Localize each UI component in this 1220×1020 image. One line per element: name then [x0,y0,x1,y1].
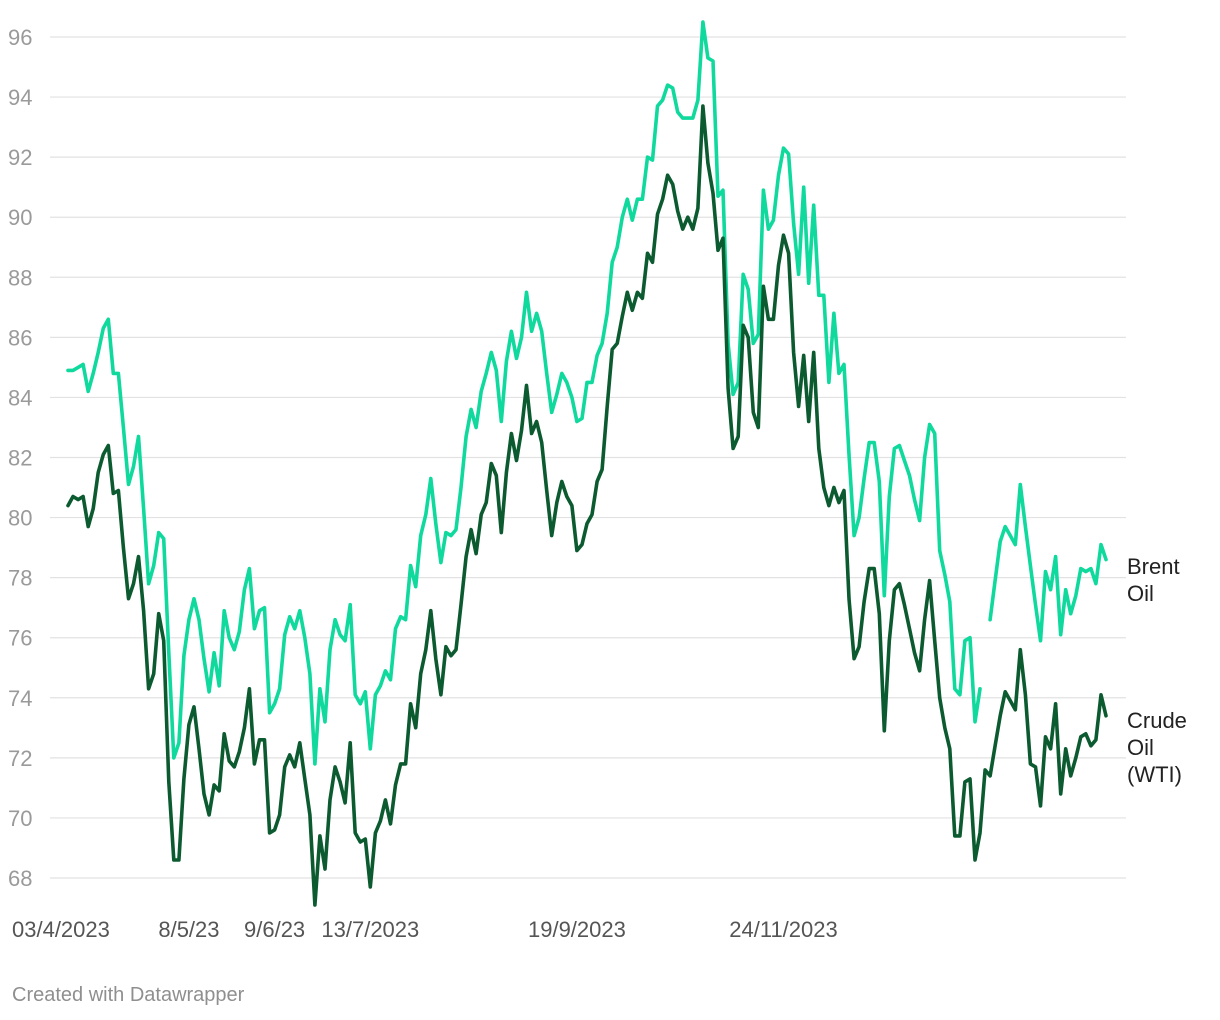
x-tick-3: 13/7/2023 [321,917,419,942]
y-tick-90: 90 [8,205,32,230]
y-tick-72: 72 [8,746,32,771]
series-label-brent-line2: Oil [1127,581,1154,606]
series-line-wti [66,104,1108,907]
series-line-brent [66,20,1108,766]
y-tick-92: 92 [8,145,32,170]
series-label-wti-line3: (WTI) [1127,762,1182,787]
y-tick-94: 94 [8,85,32,110]
chart: 68 70 72 74 76 78 80 82 84 86 88 90 92 94 96 03/4/2023… [8,20,1187,942]
y-tick-70: 70 [8,806,32,831]
y-tick-82: 82 [8,446,32,471]
footer-credit: Created with Datawrapper [12,984,245,1006]
x-tick-1: 8/5/23 [158,917,219,942]
y-tick-80: 80 [8,506,32,531]
x-tick-labels: 03/4/2023 8/5/23 9/6/23 13/7/2023 19/9/2023 2… [12,917,838,942]
y-gridlines [50,36,1126,879]
y-tick-74: 74 [8,686,32,711]
y-tick-78: 78 [8,566,32,591]
y-tick-76: 76 [8,626,32,651]
y-tick-88: 88 [8,265,32,290]
series-label-wti: Crude Oil (WTI) [1127,708,1187,787]
y-tick-96: 96 [8,25,32,50]
y-tick-84: 84 [8,385,32,410]
x-tick-5: 24/11/2023 [729,917,837,942]
series-label-brent: Brent Oil [1127,554,1180,606]
series-label-wti-line2: Oil [1127,735,1154,760]
series-lines [66,20,1108,907]
y-tick-68: 68 [8,866,32,891]
y-tick-labels: 68 70 72 74 76 78 80 82 84 86 88 90 92 94 96 [8,25,32,891]
series-label-brent-line1: Brent [1127,554,1180,579]
x-tick-2: 9/6/23 [244,917,305,942]
x-tick-4: 19/9/2023 [528,917,626,942]
series-label-wti-line1: Crude [1127,708,1187,733]
x-tick-0: 03/4/2023 [12,917,110,942]
y-tick-86: 86 [8,325,32,350]
